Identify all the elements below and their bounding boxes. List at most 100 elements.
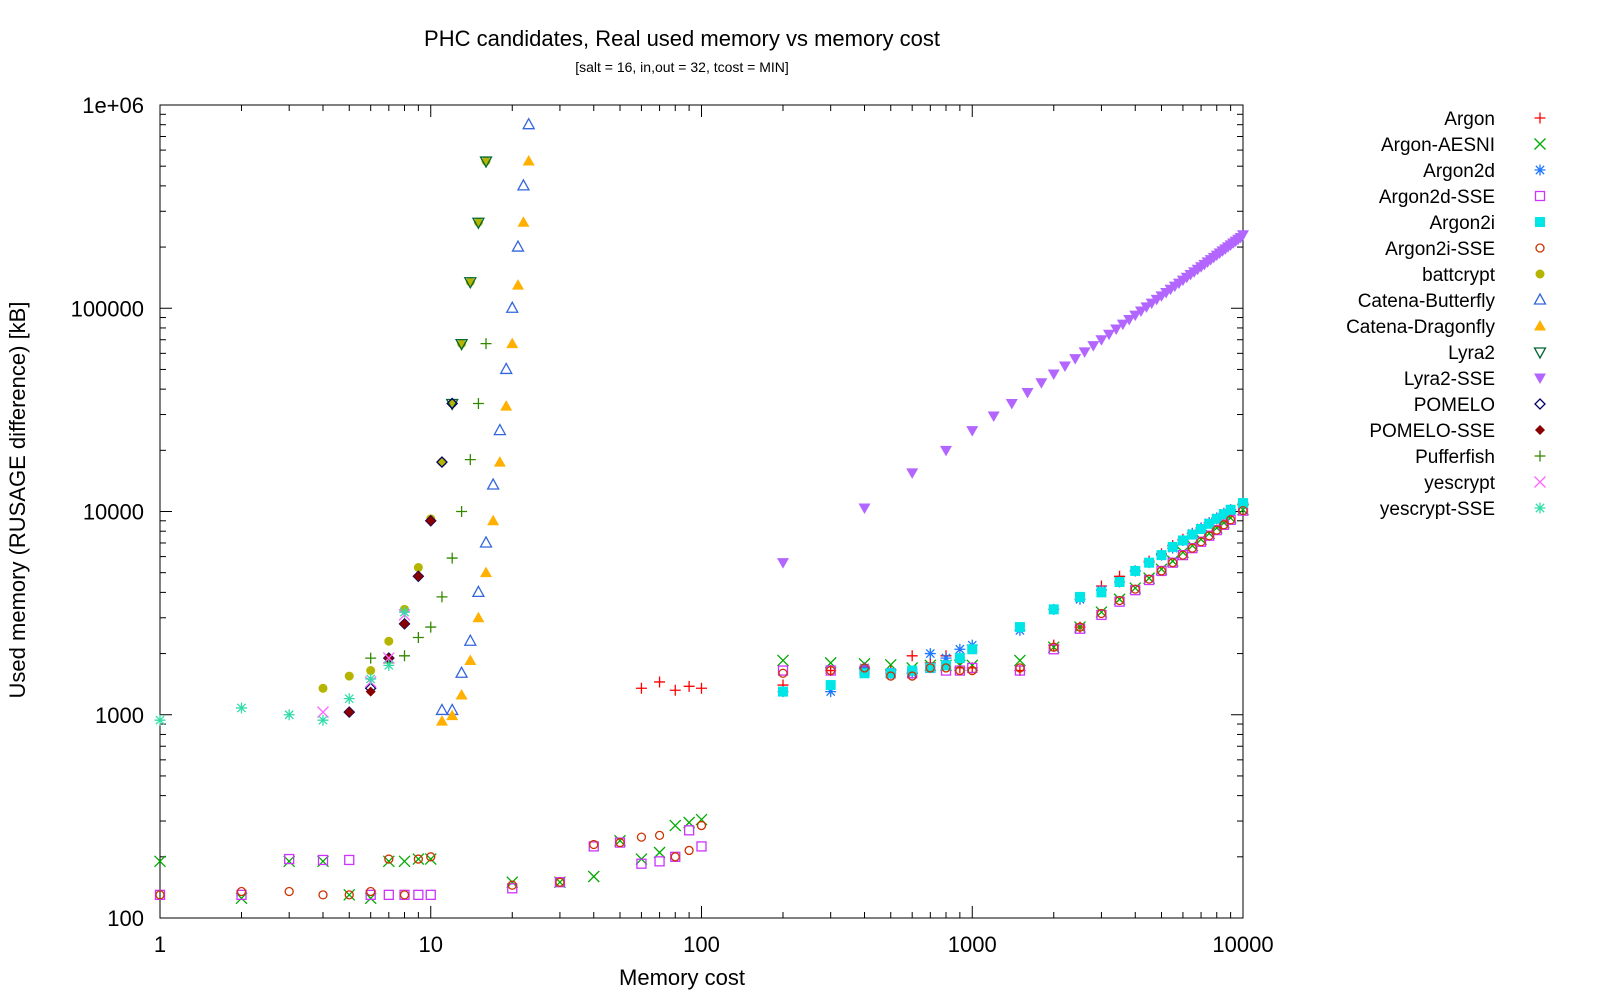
- series-yescrypt-sse: [154, 606, 411, 726]
- legend-label: yescrypt-SSE: [1380, 499, 1495, 520]
- data-point-lyra2-sse: [1129, 310, 1142, 322]
- data-point-argon2d-sse: [1014, 665, 1026, 676]
- y-tick-label: 1000: [95, 703, 144, 728]
- data-point-pufferfish: [480, 338, 492, 350]
- data-point-argon-aesni: [154, 855, 166, 868]
- data-point-lyra2: [471, 217, 486, 230]
- legend-item-yescrypt-sse: yescrypt-SSE: [1380, 499, 1546, 520]
- data-point-catena-dragonfly: [522, 155, 535, 166]
- data-point-lyra2-sse: [1095, 335, 1108, 346]
- legend-label: Lyra2: [1448, 343, 1495, 364]
- data-point-pomelo-sse: [365, 686, 376, 697]
- x-tick-label: 1000: [948, 932, 997, 957]
- data-point-lyra2-sse: [987, 411, 1000, 423]
- data-point-argon2i-sse: [1075, 622, 1085, 632]
- series-argon2d: [777, 497, 1249, 698]
- plot-frame: [159, 104, 1244, 919]
- y-axis-label: Used memory (RUSAGE difference) [kB]: [5, 302, 30, 699]
- data-point-argon2i-sse: [1196, 537, 1206, 547]
- series-argon-aesni: [154, 503, 1249, 905]
- legend-label: Argon: [1444, 109, 1495, 130]
- data-point-yescrypt-sse: [399, 606, 411, 618]
- data-point-lyra2-sse: [906, 468, 919, 479]
- data-point-yescrypt-sse: [317, 714, 329, 726]
- data-point-argon2d-sse: [1074, 623, 1086, 634]
- data-point-argon2d-sse: [317, 854, 329, 866]
- data-point-argon2i-sse: [1238, 505, 1248, 516]
- data-point-argon-aesni: [398, 855, 411, 868]
- x-axis-label: Memory cost: [619, 965, 745, 990]
- legend-marker-argon: [1534, 112, 1546, 124]
- plot-area: [159, 104, 1244, 919]
- series-yescrypt: [317, 608, 411, 719]
- y-tick-label: 1e+06: [82, 93, 144, 118]
- legend-label: Argon2d-SSE: [1379, 187, 1495, 208]
- legend-marker-lyra2: [1533, 347, 1547, 360]
- data-point-argon2d-sse: [425, 889, 436, 900]
- legend: Argon Argon-AESNI Argon2d Argon2d-SSE Argon2…: [1346, 109, 1547, 520]
- data-point-lyra2-sse: [1116, 319, 1129, 331]
- chart-subtitle: [salt = 16, in,out = 32, tcost = MIN]: [575, 59, 789, 75]
- x-tick-label: 10000: [1212, 932, 1273, 957]
- data-point-argon2i-sse: [1204, 531, 1214, 541]
- data-point-argon2i-sse: [1015, 663, 1025, 673]
- data-point-argon2d-sse: [654, 856, 665, 867]
- data-point-pufferfish: [412, 631, 424, 643]
- legend-label: yescrypt: [1424, 473, 1495, 494]
- legend-item-pufferfish: Pufferfish: [1415, 447, 1546, 468]
- data-point-argon2i: [1238, 498, 1248, 509]
- data-point-argon2d-sse: [1048, 644, 1059, 655]
- data-point-argon2i-sse: [1219, 520, 1229, 530]
- data-point-battcrypt: [318, 683, 328, 693]
- data-point-argon2d-sse: [683, 825, 695, 836]
- data-point-argon2i-sse: [366, 886, 376, 897]
- data-point-yescrypt-sse: [236, 702, 248, 714]
- data-point-pomelo-sse: [344, 707, 355, 718]
- data-point-argon2i: [1096, 587, 1107, 598]
- data-point-pufferfish: [464, 454, 476, 466]
- legend-marker-argon-aesni: [1534, 138, 1546, 150]
- data-point-argon2i-sse: [589, 839, 599, 850]
- data-point-argon2d: [825, 686, 837, 698]
- legend-item-pomelo: POMELO: [1414, 395, 1546, 416]
- data-point-argon2d-sse: [507, 883, 518, 894]
- legend-item-yescrypt: yescrypt: [1424, 473, 1546, 494]
- series-pufferfish: [365, 338, 492, 669]
- legend-label: Catena-Butterfly: [1358, 291, 1496, 312]
- x-tick-label: 10: [419, 932, 443, 957]
- data-point-argon2i-sse: [284, 886, 294, 897]
- data-point-pomelo-sse: [413, 571, 424, 582]
- data-point-argon2i-sse: [1156, 566, 1167, 576]
- data-point-argon2i-sse: [778, 668, 788, 678]
- data-point-catena-butterfly: [522, 117, 536, 130]
- data-point-argon2i-sse: [344, 890, 354, 900]
- data-point-argon2d: [954, 643, 966, 655]
- data-point-argon2d: [940, 652, 952, 664]
- data-point-lyra2: [455, 338, 469, 351]
- legend-item-lyra2-sse: Lyra2-SSE: [1404, 369, 1546, 390]
- data-point-lyra2-sse: [858, 503, 871, 515]
- data-point-argon2d-sse: [344, 854, 355, 866]
- data-point-catena-butterfly: [511, 239, 525, 252]
- data-point-argon-aesni: [669, 819, 682, 832]
- data-point-argon2d-sse: [588, 841, 599, 852]
- data-point-argon2d-sse: [365, 889, 376, 900]
- data-point-catena-dragonfly: [455, 689, 468, 700]
- data-point-lyra2: [479, 156, 493, 169]
- legend-label: Pufferfish: [1415, 447, 1495, 468]
- data-point-argon2i: [1218, 509, 1229, 520]
- data-point-catena-dragonfly: [517, 216, 530, 227]
- y-tick-label: 100000: [71, 296, 144, 321]
- data-point-argon-aesni: [1074, 621, 1086, 634]
- data-point-argon2i-sse: [859, 663, 870, 673]
- data-point-argon-aesni: [553, 876, 566, 889]
- data-point-lyra2-sse: [1103, 329, 1116, 341]
- data-point-yescrypt-sse: [154, 714, 166, 726]
- legend-label: Argon2i-SSE: [1385, 239, 1495, 260]
- data-point-catena-butterfly: [479, 535, 493, 548]
- data-point-argon2i: [1187, 529, 1198, 540]
- data-point-argon2i: [1130, 565, 1141, 576]
- legend-item-catena-butterfly: Catena-Butterfly: [1358, 291, 1547, 312]
- legend-item-lyra2: Lyra2: [1448, 343, 1547, 364]
